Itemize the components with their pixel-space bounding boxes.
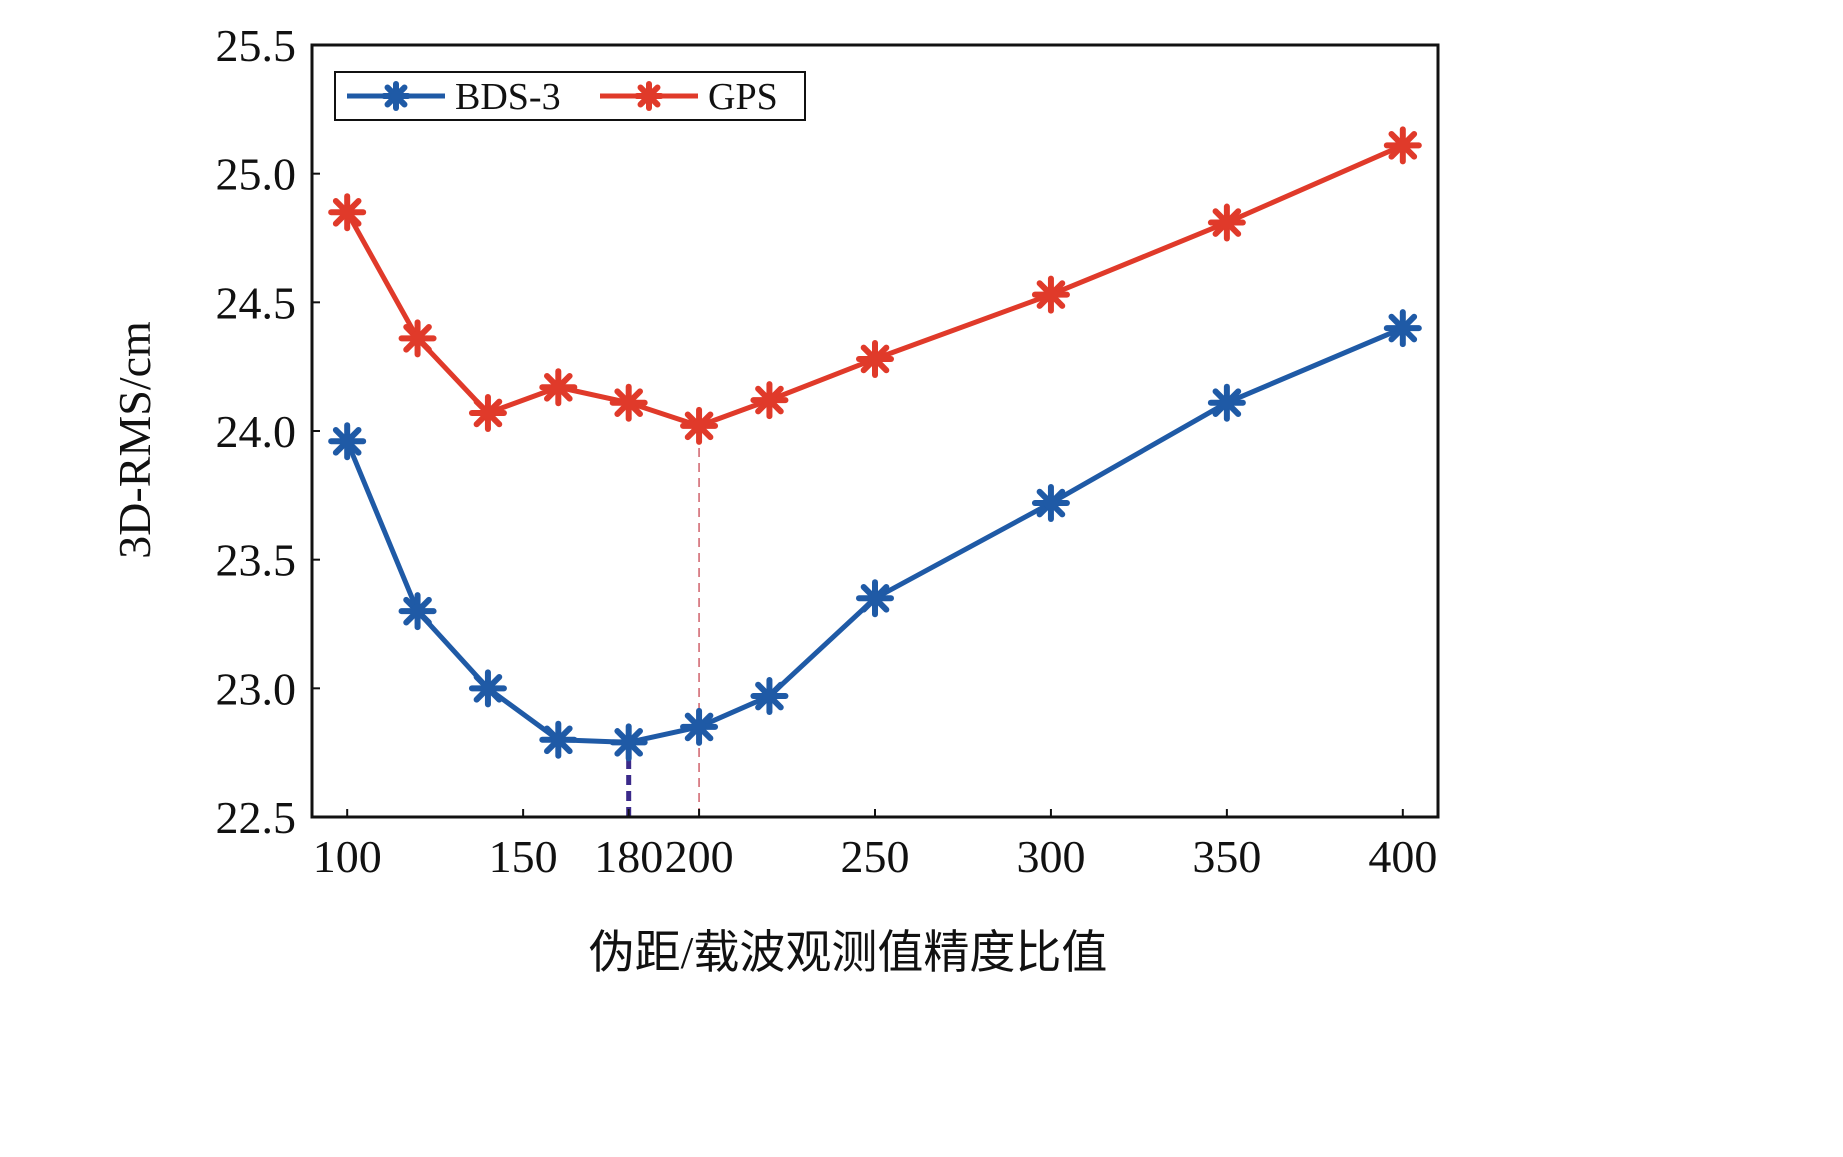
x-tick-label: 300 xyxy=(1016,831,1085,882)
y-axis: 22.5 23.0 23.5 24.0 24.5 25.0 25.5 xyxy=(216,20,320,843)
data-point-bds-3 xyxy=(1031,484,1070,523)
reference-lines xyxy=(626,425,700,817)
data-point-gps xyxy=(539,368,578,407)
data-point-gps xyxy=(750,381,789,420)
y-tick-label: 23.5 xyxy=(216,535,297,586)
x-tick-label: 350 xyxy=(1192,831,1261,882)
data-point-bds-3 xyxy=(328,422,367,461)
data-point-gps xyxy=(1031,275,1070,314)
legend: BDS-3 GPS xyxy=(334,71,806,121)
x-tick-label: 150 xyxy=(489,831,558,882)
y-tick-label: 24.5 xyxy=(216,277,297,328)
x-tick-label: 200 xyxy=(665,831,734,882)
y-tick-label: 24.0 xyxy=(216,406,297,457)
data-point-bds-3 xyxy=(1207,383,1246,422)
data-point-gps xyxy=(856,339,894,378)
legend-label: BDS-3 xyxy=(455,76,561,118)
x-tick-label: 400 xyxy=(1368,831,1437,882)
series-layer xyxy=(328,126,1422,762)
plot-frame xyxy=(310,43,1440,819)
data-point-bds-3 xyxy=(856,579,894,618)
y-tick-label: 22.5 xyxy=(216,792,297,843)
data-point-gps xyxy=(1383,126,1422,165)
data-point-gps xyxy=(1207,203,1246,242)
data-point-gps xyxy=(398,319,437,358)
data-point-bds-3 xyxy=(539,720,578,759)
data-point-bds-3 xyxy=(680,707,719,746)
x-axis-title: 伪距/载波观测值精度比值 xyxy=(589,927,1108,978)
data-point-gps xyxy=(468,393,507,432)
data-point-bds-3 xyxy=(1383,309,1422,348)
y-axis-title: 3D-RMS/cm xyxy=(109,321,160,559)
x-tick-label: 250 xyxy=(841,831,910,882)
data-point-gps xyxy=(609,383,648,422)
x-tick-label: 180 xyxy=(594,831,663,882)
series-line-gps xyxy=(345,143,1404,429)
legend-label: GPS xyxy=(708,76,778,118)
data-point-gps xyxy=(680,406,719,445)
data-point-bds-3 xyxy=(750,677,789,716)
y-tick-label: 25.0 xyxy=(216,149,297,200)
x-axis: 100 150 180 200 250 300 350 400 xyxy=(313,809,1437,882)
y-tick-label: 23.0 xyxy=(216,663,297,714)
data-point-gps xyxy=(328,193,367,232)
data-point-bds-3 xyxy=(398,592,437,631)
legend-marker xyxy=(381,81,411,111)
line-chart: 100 150 180 200 250 300 350 400 22.5 23.0 23.5 24.… xyxy=(109,20,1440,978)
data-point-bds-3 xyxy=(609,723,648,762)
data-point-bds-3 xyxy=(468,669,507,708)
y-tick-label: 25.5 xyxy=(216,20,297,71)
x-tick-label: 100 xyxy=(313,831,382,882)
legend-marker xyxy=(634,81,664,111)
series-line-bds-3 xyxy=(344,325,1404,745)
